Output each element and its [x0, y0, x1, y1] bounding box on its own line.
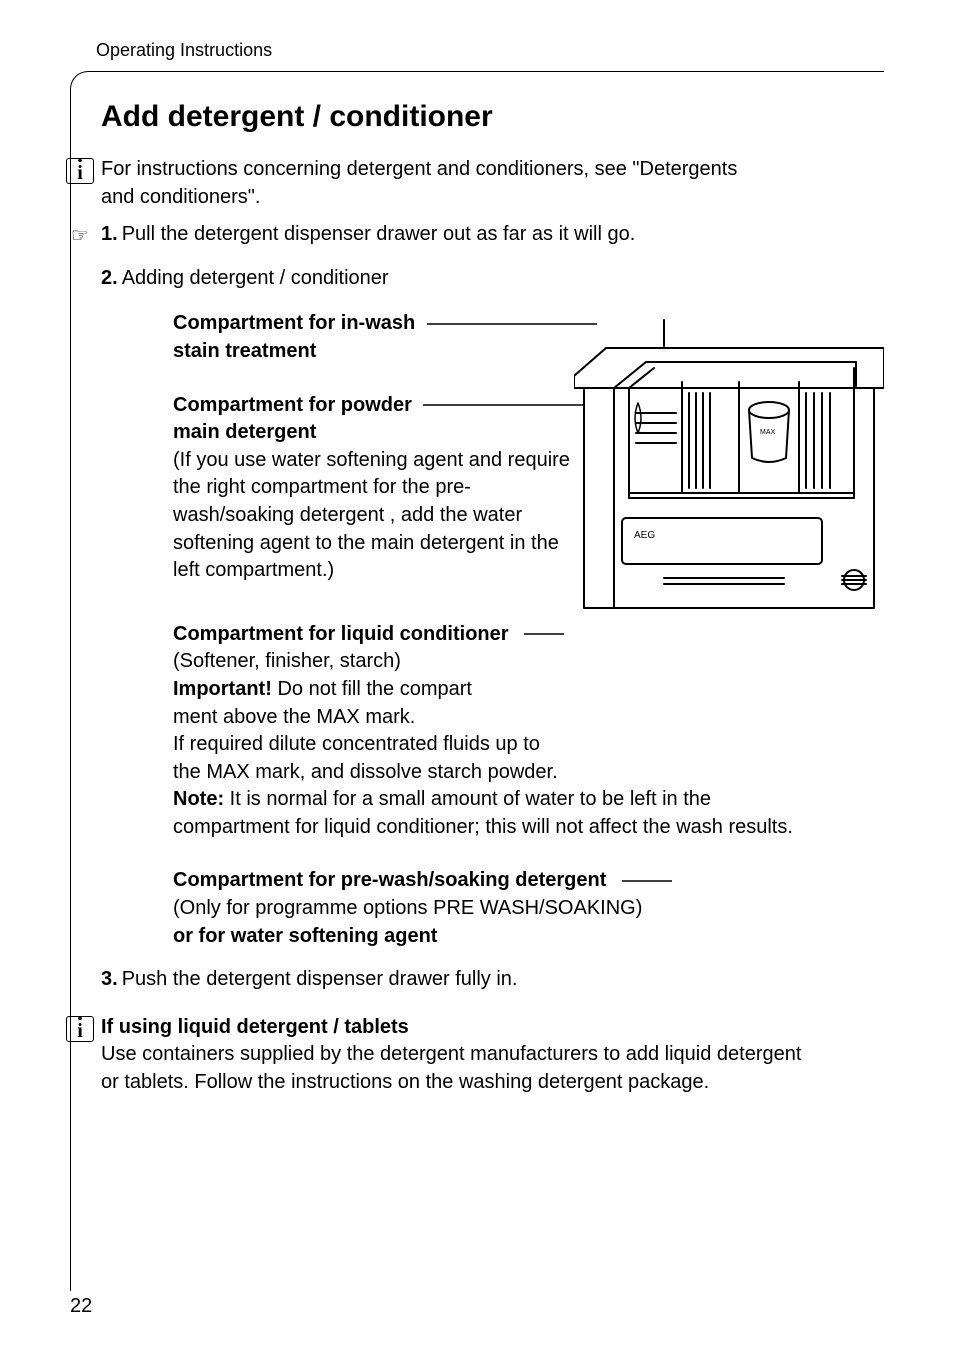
comp4-sub: (Only for programme options PRE WASH/SOA…: [173, 895, 884, 923]
comp2-title-line1: Compartment for powder: [173, 394, 412, 416]
drawer-diagram: AEG: [574, 318, 884, 643]
step-3: 3.Push the detergent dispenser drawer fu…: [101, 966, 884, 994]
svg-text:MAX: MAX: [760, 429, 776, 436]
step-2: 2.Adding detergent / conditioner: [101, 265, 884, 293]
page-title: Add detergent / conditioner: [101, 100, 884, 134]
content-frame: Add detergent / conditioner i For instru…: [70, 71, 884, 1291]
comp3-note: It is normal for a small amount of water…: [173, 788, 793, 838]
step-2-num: 2.: [101, 267, 118, 289]
comp3-important-l2: ment above the MAX mark.: [173, 704, 884, 732]
step-2-text: Adding detergent / conditioner: [122, 267, 389, 289]
step-1-num: 1.: [101, 223, 118, 245]
comp3-sub: (Softener, finisher, starch): [173, 648, 884, 676]
compartment-3: Compartment for liquid conditioner (Soft…: [173, 621, 884, 842]
comp3-note-label: Note:: [173, 788, 224, 810]
comp3-dilute-l2: the MAX mark, and dissolve starch powder…: [173, 759, 884, 787]
step-1-text: Pull the detergent dispenser drawer out …: [122, 223, 636, 245]
hand-pointer-icon: ☞: [71, 223, 89, 248]
info-icon: i: [66, 158, 94, 184]
comp1-title-line1: Compartment for in-wash: [173, 312, 415, 334]
comp2-body: (If you use water softening agent and re…: [173, 447, 573, 585]
step-1: 1.Pull the detergent dispenser drawer ou…: [101, 221, 884, 249]
comp3-important-l1: Do not fill the compart: [272, 678, 472, 700]
comp3-important-label: Important!: [173, 678, 272, 700]
intro-text: For instructions concerning detergent an…: [101, 156, 751, 211]
compartment-4: Compartment for pre-wash/soaking deterge…: [173, 867, 884, 950]
liquid-title: If using liquid detergent / tablets: [101, 1014, 821, 1042]
comp4-title: Compartment for pre-wash/soaking deterge…: [173, 869, 606, 891]
liquid-body: Use containers supplied by the detergent…: [101, 1041, 821, 1096]
comp3-title: Compartment for liquid conditioner: [173, 623, 509, 645]
comp3-dilute-l1: If required dilute concentrated fluids u…: [173, 731, 884, 759]
step-3-num: 3.: [101, 968, 118, 990]
page-number: 22: [70, 1295, 92, 1318]
brand-label: AEG: [634, 530, 655, 541]
liquid-block: If using liquid detergent / tablets Use …: [101, 1014, 821, 1097]
info-icon: i: [66, 1016, 94, 1042]
step-3-text: Push the detergent dispenser drawer full…: [122, 968, 518, 990]
running-head: Operating Instructions: [96, 40, 884, 61]
comp4-title2: or for water softening agent: [173, 923, 884, 951]
